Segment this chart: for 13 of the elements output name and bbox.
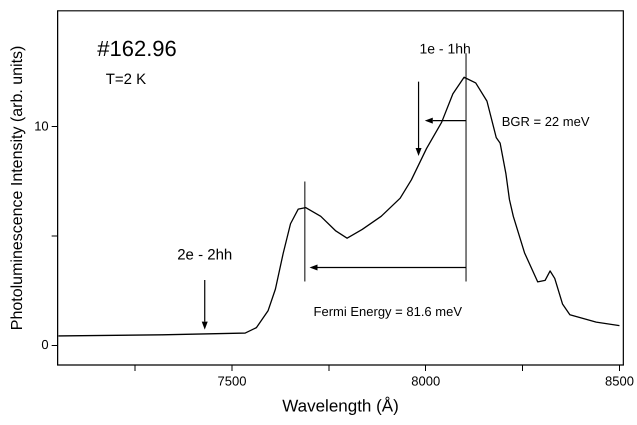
annotation: #162.96 [97, 36, 177, 61]
x-tick-label: 8500 [604, 373, 634, 388]
annotation: T=2 K [106, 71, 146, 88]
y-tick-label: 10 [34, 118, 49, 134]
annotation: Fermi Energy = 81.6 meV [314, 304, 462, 320]
x-axis-title: Wavelength (Å) [282, 396, 399, 416]
annotation: 2e - 2hh [177, 246, 232, 264]
annotation: 1e - 1hh [419, 40, 471, 57]
y-axis-title: Photoluminescence Intensity (arb. units) [9, 46, 26, 330]
x-tick-label: 7500 [218, 373, 246, 388]
x-tick-label: 8000 [411, 373, 440, 388]
annotation: BGR = 22 meV [502, 114, 590, 129]
y-tick-label: 0 [41, 336, 49, 352]
